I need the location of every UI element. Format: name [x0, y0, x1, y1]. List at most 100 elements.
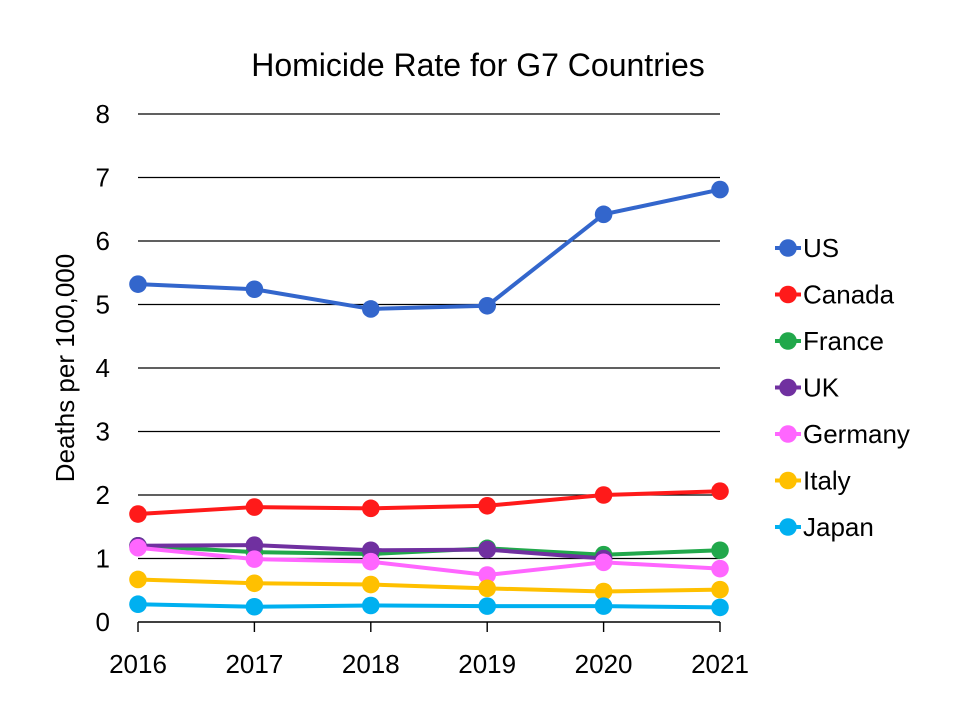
y-tick-label: 5: [96, 290, 110, 320]
point-us-2017: [245, 280, 264, 299]
point-us-2019: [478, 296, 497, 315]
series-germany: [129, 538, 729, 584]
point-us-2016: [129, 275, 147, 293]
point-japan-2021: [711, 598, 729, 617]
series-us: [129, 180, 729, 318]
legend-label-canada: Canada: [803, 280, 895, 310]
series-segment-canada: [368, 503, 490, 511]
series-segment-japan: [368, 603, 490, 609]
y-tick-label: 0: [96, 607, 110, 637]
series-segment-france: [252, 550, 373, 557]
series-segment-germany: [252, 557, 373, 564]
axis-layer: 0 1 2 3 4 5 6 7 8 2016 2017 2018 2019 2020 2021: [96, 99, 749, 679]
point-germany-2019: [478, 566, 497, 584]
point-us-2020: [594, 205, 613, 224]
point-italy-2020: [594, 582, 613, 601]
legend-item-canada: Canada: [775, 280, 895, 310]
series-segment-germany: [485, 560, 606, 578]
legend-item-uk: UK: [775, 373, 840, 403]
series-segment-germany: [368, 559, 490, 578]
point-canada-2019: [478, 496, 497, 515]
series-segment-italy: [601, 587, 722, 594]
x-tick-label: 2019: [458, 649, 516, 679]
legend-item-japan: Japan: [775, 512, 874, 542]
x-tick-label: 2021: [691, 649, 749, 679]
series-segment-canada: [601, 489, 722, 497]
series-segment-germany: [136, 545, 257, 562]
series-segment-germany: [601, 560, 722, 571]
legend-marker-germany: [779, 425, 797, 443]
legend-label-germany: Germany: [803, 419, 910, 449]
series-japan: [129, 595, 729, 617]
series-segment-italy: [485, 586, 606, 594]
legend-marker-japan: [779, 518, 797, 536]
legend-marker-canada: [779, 285, 797, 304]
series-segment-uk: [252, 543, 373, 553]
point-germany-2020: [594, 553, 613, 572]
series-segment-canada: [252, 505, 373, 511]
point-us-2021: [711, 180, 729, 199]
series-segment-us: [601, 187, 722, 217]
x-tick-label: 2018: [342, 649, 400, 679]
point-italy-2019: [478, 579, 497, 598]
grid-layer: [138, 113, 720, 560]
series-segment-japan: [601, 604, 722, 610]
series-canada: [129, 482, 729, 523]
series-segment-uk: [368, 547, 490, 553]
y-tick-label: 3: [96, 417, 110, 447]
legend-label-us: US: [803, 233, 839, 263]
point-japan-2018: [362, 596, 380, 615]
series-segment-us: [136, 282, 257, 292]
series-segment-us: [368, 303, 490, 311]
point-canada-2021: [711, 482, 729, 500]
point-italy-2017: [245, 574, 264, 593]
point-japan-2020: [594, 597, 613, 615]
series-segment-italy: [368, 582, 490, 591]
y-tick-label: 1: [96, 544, 110, 574]
x-tick-label: 2016: [109, 649, 167, 679]
legend-label-japan: Japan: [803, 512, 874, 542]
point-italy-2021: [711, 580, 729, 599]
chart-title: Homicide Rate for G7 Countries: [251, 47, 705, 83]
x-tick-label: 2017: [225, 649, 283, 679]
legend-label-uk: UK: [803, 373, 840, 403]
series-segment-canada: [136, 505, 257, 517]
point-canada-2020: [594, 486, 613, 504]
series-segment-canada: [485, 493, 606, 508]
series-segment-uk: [136, 543, 257, 548]
point-germany-2018: [362, 552, 380, 571]
point-italy-2018: [362, 575, 380, 594]
series-segment-japan: [252, 603, 373, 609]
legend-marker-france: [779, 332, 797, 350]
point-uk-2017: [245, 536, 264, 554]
point-japan-2016: [129, 595, 147, 614]
legend-marker-us: [779, 239, 797, 257]
point-uk-2019: [478, 540, 497, 559]
point-france-2021: [711, 541, 729, 560]
x-tick-label: 2020: [575, 649, 633, 679]
series-segment-us: [485, 212, 606, 308]
point-germany-2016: [129, 538, 147, 557]
series-segment-us: [252, 287, 373, 311]
legend-item-germany: Germany: [775, 419, 910, 449]
legend-label-italy: Italy: [803, 466, 851, 496]
series-italy: [129, 570, 729, 601]
y-axis-label: Deaths per 100,000: [50, 254, 80, 482]
series-layer: [129, 180, 729, 617]
y-tick-label: 2: [96, 480, 110, 510]
y-tick-label: 6: [96, 226, 110, 256]
point-japan-2019: [478, 597, 497, 615]
point-canada-2017: [245, 498, 264, 516]
legend-item-us: US: [775, 233, 839, 263]
series-segment-italy: [252, 581, 373, 587]
legend-label-france: France: [803, 326, 884, 356]
point-italy-2016: [129, 570, 147, 589]
series-segment-japan: [136, 602, 257, 609]
y-tick-label: 8: [96, 99, 110, 129]
point-germany-2017: [245, 550, 264, 568]
series-segment-uk: [485, 547, 606, 561]
legend-item-france: France: [775, 326, 884, 356]
legend-layer: US Canada France UK Germany Italy Japan: [775, 233, 910, 542]
